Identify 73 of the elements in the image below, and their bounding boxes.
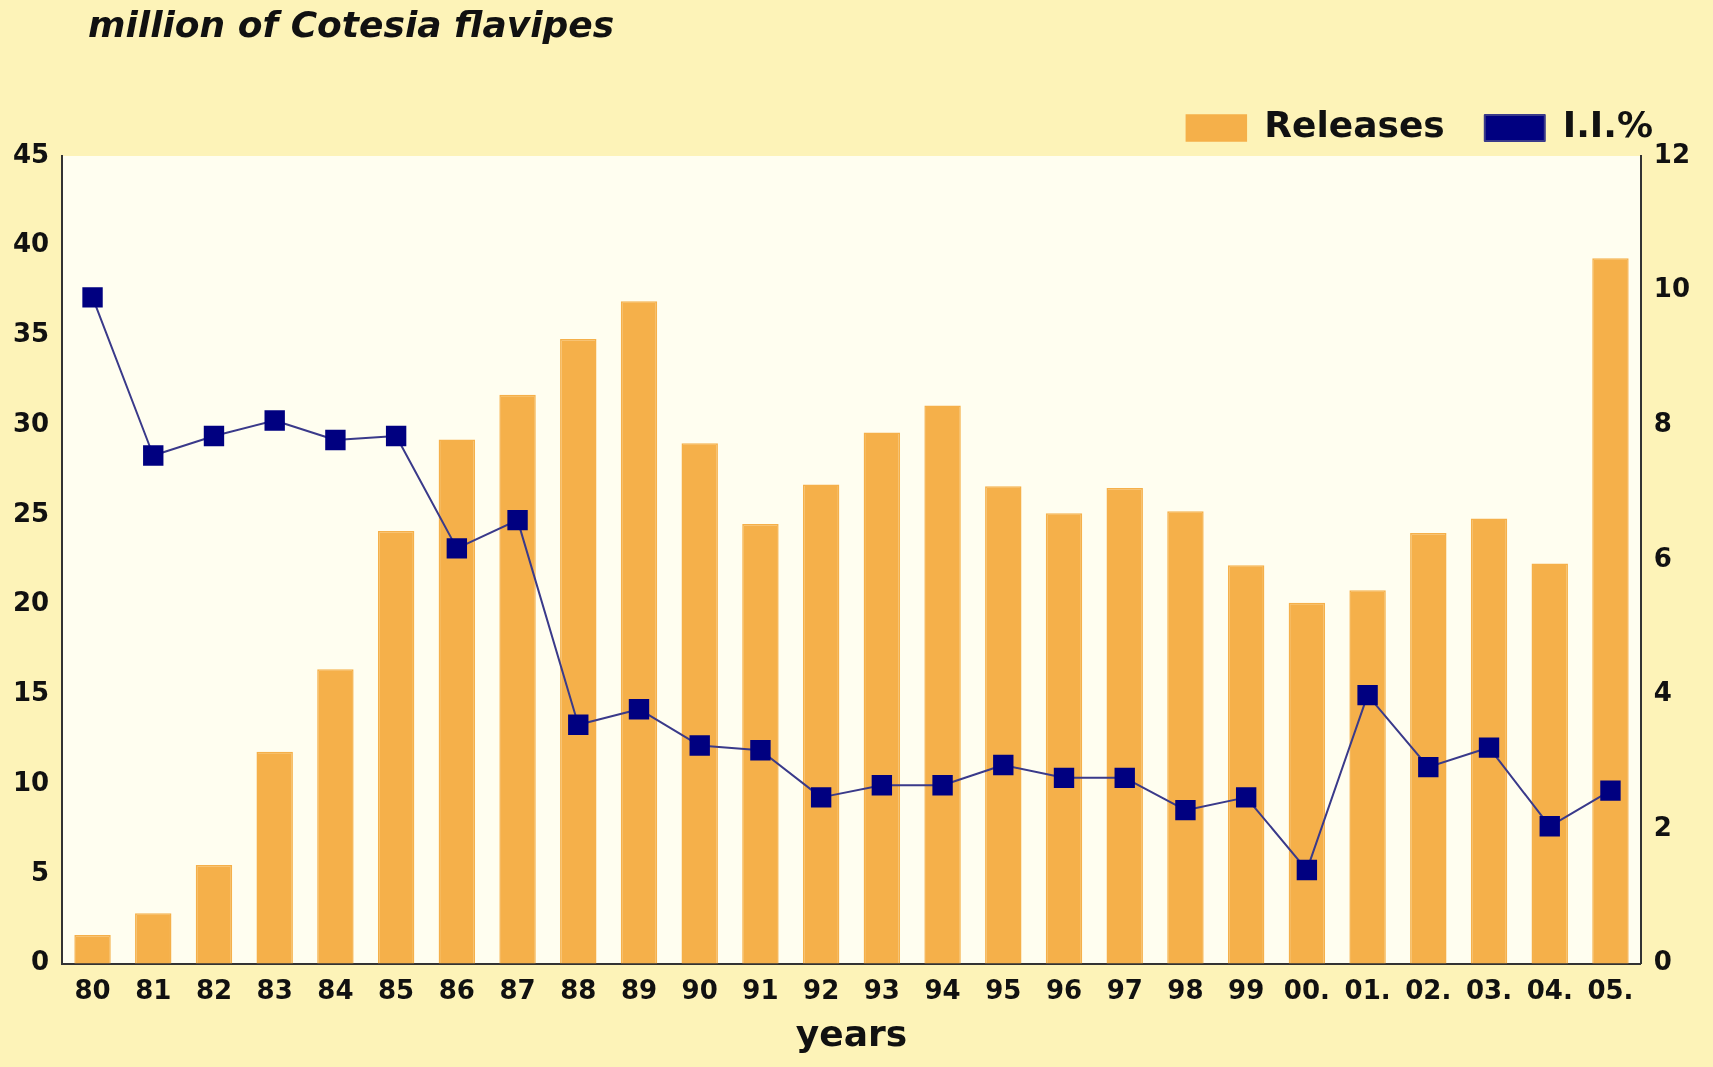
y-tick-label: 5 <box>31 856 50 887</box>
x-tick-label: 86 <box>438 974 475 1005</box>
point <box>507 509 528 531</box>
legend-label: I.I.% <box>1562 104 1654 146</box>
point <box>143 445 164 466</box>
point <box>446 538 468 559</box>
point <box>264 410 285 431</box>
x-tick-label: 97 <box>1106 974 1143 1005</box>
point <box>810 787 832 808</box>
point <box>689 735 710 756</box>
legend-label: Releases <box>1264 104 1445 146</box>
point <box>1478 737 1500 758</box>
y2-tick-label: 0 <box>1653 946 1672 977</box>
x-tick-label: 96 <box>1045 974 1083 1005</box>
point <box>1235 787 1257 808</box>
x-tick-label: 89 <box>620 974 658 1005</box>
point <box>1539 816 1560 837</box>
x-tick-label: 00. <box>1283 974 1330 1005</box>
x-tick-label: 04. <box>1526 974 1573 1005</box>
x-tick-label: 94 <box>924 974 961 1005</box>
x-tick-label: 84 <box>317 974 354 1005</box>
point <box>628 699 650 720</box>
x-tick-label: 02. <box>1405 974 1452 1005</box>
x-tick-label: 95 <box>985 974 1022 1005</box>
x-tick-label: 91 <box>742 974 779 1005</box>
point <box>1175 799 1196 821</box>
y-tick-label: 25 <box>12 497 50 528</box>
x-tick-label: 93 <box>863 974 900 1005</box>
point <box>203 425 225 447</box>
y2-tick-label: 12 <box>1653 138 1691 169</box>
x-tick-label: 82 <box>195 974 233 1005</box>
x-axis-title: years <box>795 1012 908 1054</box>
point <box>1418 756 1439 778</box>
y-tick-label: 20 <box>12 587 50 618</box>
point <box>993 754 1014 776</box>
y2-tick-label: 10 <box>1653 273 1691 304</box>
y-tick-label: 40 <box>12 228 50 259</box>
y2-tick-label: 8 <box>1653 407 1672 438</box>
point <box>1053 767 1075 789</box>
point <box>871 775 893 796</box>
x-tick-label: 81 <box>135 974 172 1005</box>
x-tick-label: 90 <box>681 974 718 1005</box>
x-tick-label: 87 <box>499 974 536 1005</box>
point <box>750 740 771 761</box>
x-tick-label: 01. <box>1344 974 1391 1005</box>
y-tick-label: 0 <box>31 946 50 977</box>
point <box>932 775 953 796</box>
point <box>1296 859 1318 881</box>
point <box>1357 684 1378 706</box>
y-axis-title: million of Cotesia flavipes <box>88 4 615 45</box>
point <box>568 714 589 735</box>
y-tick-label: 15 <box>12 677 50 708</box>
point <box>82 287 103 308</box>
x-tick-label: 85 <box>378 974 415 1005</box>
y-tick-label: 35 <box>12 318 50 349</box>
y2-tick-label: 6 <box>1653 542 1672 573</box>
point <box>385 425 407 447</box>
y-tick-label: 30 <box>12 407 50 438</box>
x-tick-label: 92 <box>803 974 840 1005</box>
point <box>1114 767 1135 789</box>
point <box>325 429 346 451</box>
y2-tick-label: 4 <box>1653 677 1672 708</box>
x-tick-label: 05. <box>1587 974 1634 1005</box>
x-tick-label: 80 <box>74 974 111 1005</box>
x-tick-label: 98 <box>1167 974 1204 1005</box>
x-tick-label: 03. <box>1466 974 1513 1005</box>
y-tick-label: 45 <box>12 138 50 169</box>
y-tick-label: 10 <box>12 766 50 797</box>
point <box>1600 780 1621 801</box>
x-tick-label: 83 <box>256 974 293 1005</box>
y2-tick-label: 2 <box>1653 811 1672 842</box>
x-tick-label: 99 <box>1228 974 1265 1005</box>
x-tick-label: 88 <box>560 974 597 1005</box>
